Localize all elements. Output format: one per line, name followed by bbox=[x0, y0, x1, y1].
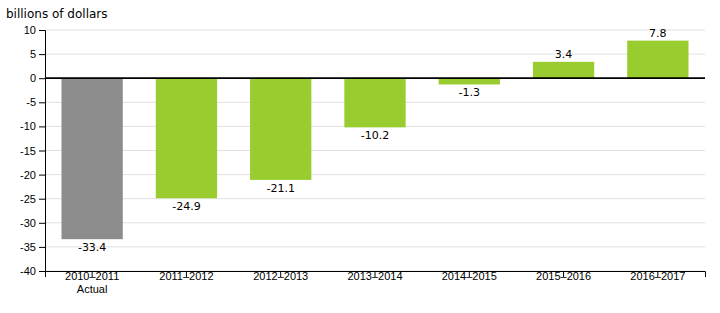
y-tick-label: -35 bbox=[20, 241, 36, 253]
y-tick: 10 bbox=[24, 24, 45, 36]
bar bbox=[250, 78, 311, 180]
grid-line bbox=[45, 246, 705, 247]
x-tick-label: 2014–2015 bbox=[442, 270, 497, 282]
x-tick: 2015–2016 bbox=[536, 270, 591, 282]
bar bbox=[62, 78, 123, 239]
grid-line bbox=[45, 222, 705, 223]
x-tick-label: 2016–2017 bbox=[630, 270, 685, 282]
y-axis-title: billions of dollars bbox=[6, 7, 108, 21]
y-tick: -10 bbox=[20, 120, 45, 132]
y-axis: -40 -35 -30 -25 -20 -15 -10 -5 0 5 10 bbox=[20, 24, 45, 277]
y-tick-mark bbox=[39, 126, 45, 127]
x-tick-label: 2010–2011Actual bbox=[65, 270, 119, 295]
y-tick-mark bbox=[39, 223, 45, 224]
grid-line bbox=[45, 54, 705, 55]
grid-line bbox=[45, 30, 705, 31]
zero-line bbox=[45, 77, 705, 79]
bar bbox=[344, 78, 405, 127]
y-tick-mark bbox=[39, 78, 45, 79]
y-tick-mark bbox=[39, 247, 45, 248]
grid bbox=[45, 30, 705, 271]
chart: -33.4-24.9-21.1-10.2-1.33.47.8-40-35-30-… bbox=[0, 0, 720, 313]
y-axis-line bbox=[39, 31, 46, 272]
x-tick: 2012–2013 bbox=[253, 270, 308, 282]
y-tick: 0 bbox=[30, 72, 45, 84]
y-tick-label: -5 bbox=[26, 96, 36, 108]
bars bbox=[62, 41, 689, 240]
y-tick-label: -40 bbox=[20, 265, 36, 277]
plot: -33.4-24.9-21.1-10.2-1.33.47.8-40-35-30-… bbox=[20, 24, 705, 295]
y-tick-mark bbox=[39, 271, 45, 272]
grid-line bbox=[45, 78, 705, 79]
x-tick-label: 2012–2013 bbox=[253, 270, 308, 282]
x-tick-label: 2015–2016 bbox=[536, 270, 591, 282]
grid-line bbox=[45, 150, 705, 151]
y-tick-mark bbox=[39, 199, 45, 200]
y-tick: -5 bbox=[26, 96, 45, 108]
x-tick: 2014–2015 bbox=[442, 270, 497, 282]
x-tick: 2011–2012 bbox=[159, 270, 213, 282]
y-tick-mark bbox=[39, 151, 45, 152]
data-label: -33.4 bbox=[78, 241, 106, 254]
y-tick-mark bbox=[39, 102, 45, 103]
y-tick: -25 bbox=[20, 193, 45, 205]
x-tick: 2016–2017 bbox=[630, 270, 685, 282]
y-tick: -40 bbox=[20, 265, 45, 277]
data-label: -24.9 bbox=[172, 200, 200, 213]
bar bbox=[627, 41, 688, 79]
bar bbox=[156, 78, 217, 198]
data-label: -21.1 bbox=[266, 182, 294, 195]
data-label: 3.4 bbox=[555, 48, 573, 61]
y-tick: -20 bbox=[20, 169, 45, 181]
x-tick: 2010–2011Actual bbox=[65, 270, 119, 295]
data-label: -10.2 bbox=[361, 129, 389, 142]
y-tick-mark bbox=[39, 30, 45, 31]
bar bbox=[533, 62, 594, 78]
x-axis: 2010–2011Actual 2011–2012 2012–2013 2013–20… bbox=[46, 270, 706, 295]
y-tick-label: 10 bbox=[24, 24, 36, 36]
data-labels: -33.4 -24.9 -21.1 -10.2 -1.3 3.4 7.8 bbox=[78, 27, 667, 254]
y-tick: 5 bbox=[30, 48, 45, 60]
bar bbox=[439, 78, 500, 84]
data-label: 7.8 bbox=[649, 27, 667, 40]
y-tick-label: 0 bbox=[30, 72, 36, 84]
x-tick-label: 2011–2012 bbox=[159, 270, 213, 282]
y-tick: -30 bbox=[20, 217, 45, 229]
y-tick-label: -15 bbox=[20, 145, 36, 157]
y-tick-label: -10 bbox=[20, 120, 36, 132]
y-tick: -15 bbox=[20, 145, 45, 157]
y-tick-label: -30 bbox=[20, 217, 36, 229]
y-tick-mark bbox=[39, 175, 45, 176]
data-label: -1.3 bbox=[459, 86, 480, 99]
grid-line bbox=[45, 174, 705, 175]
y-tick-label: 5 bbox=[30, 48, 36, 60]
y-tick-mark bbox=[39, 54, 45, 55]
y-tick: -35 bbox=[20, 241, 45, 253]
y-tick-label: -25 bbox=[20, 193, 36, 205]
x-tick: 2013–2014 bbox=[347, 270, 402, 282]
x-tick-label: 2013–2014 bbox=[347, 270, 402, 282]
y-tick-label: -20 bbox=[20, 169, 36, 181]
grid-line bbox=[45, 198, 705, 199]
